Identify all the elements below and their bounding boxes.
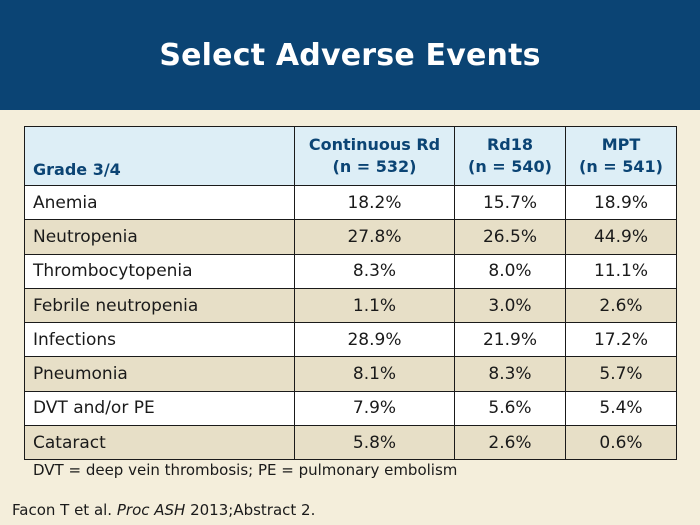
value-rd18: 8.3% [454, 356, 566, 392]
header-rd18-name: Rd18 [486, 135, 534, 154]
value-continuous-rd: 8.1% [294, 356, 455, 392]
citation: Facon T et al. Proc ASH 2013;Abstract 2. [12, 501, 315, 519]
table-row: Febrile neutropenia 1.1% 3.0% 2.6% [24, 287, 677, 324]
table-row: Cataract 5.8% 2.6% 0.6% [24, 425, 677, 461]
header-mpt: MPT (n = 541) [565, 126, 677, 186]
header-continuous-rd: Continuous Rd (n = 532) [294, 126, 455, 186]
value-rd18: 5.6% [454, 390, 566, 427]
value-mpt: 5.7% [565, 356, 677, 392]
value-rd18: 2.6% [454, 425, 566, 461]
header-mpt-name: MPT [601, 135, 641, 154]
header-continuous-rd-name: Continuous Rd [308, 135, 441, 154]
event-name: Infections [24, 322, 295, 358]
value-mpt: 18.9% [565, 184, 677, 221]
value-mpt: 44.9% [565, 219, 677, 255]
abbreviation-footnote: DVT = deep vein thrombosis; PE = pulmona… [33, 461, 458, 479]
value-mpt: 2.6% [565, 287, 677, 324]
value-mpt: 0.6% [565, 425, 677, 461]
table-row: Thrombocytopenia 8.3% 8.0% 11.1% [24, 253, 677, 289]
event-name: Thrombocytopenia [24, 253, 295, 289]
header-mpt-n: (n = 541) [579, 157, 663, 176]
value-continuous-rd: 28.9% [294, 322, 455, 358]
header-grade: Grade 3/4 [24, 126, 295, 186]
table-row: Pneumonia 8.1% 8.3% 5.7% [24, 356, 677, 392]
event-name: Cataract [24, 425, 295, 461]
value-mpt: 17.2% [565, 322, 677, 358]
value-continuous-rd: 5.8% [294, 425, 455, 461]
slide-title: Select Adverse Events [159, 38, 541, 73]
value-rd18: 15.7% [454, 184, 566, 221]
table-row: Anemia 18.2% 15.7% 18.9% [24, 184, 677, 221]
event-name: Anemia [24, 184, 295, 221]
value-rd18: 8.0% [454, 253, 566, 289]
value-continuous-rd: 7.9% [294, 390, 455, 427]
value-mpt: 5.4% [565, 390, 677, 427]
table-row: DVT and/or PE 7.9% 5.6% 5.4% [24, 390, 677, 427]
value-continuous-rd: 27.8% [294, 219, 455, 255]
header-rd18-n: (n = 540) [468, 157, 552, 176]
header-continuous-rd-n: (n = 532) [332, 157, 417, 176]
value-rd18: 21.9% [454, 322, 566, 358]
event-name: DVT and/or PE [24, 390, 295, 427]
citation-authors: Facon T et al. [12, 501, 117, 519]
title-bar: Select Adverse Events [0, 0, 700, 110]
table-row: Neutropenia 27.8% 26.5% 44.9% [24, 219, 677, 255]
value-continuous-rd: 8.3% [294, 253, 455, 289]
event-name: Pneumonia [24, 356, 295, 392]
header-grade-label: Grade 3/4 [33, 160, 121, 179]
event-name: Neutropenia [24, 219, 295, 255]
value-continuous-rd: 1.1% [294, 287, 455, 324]
table-header-row: Grade 3/4 Continuous Rd (n = 532) Rd18 (… [24, 126, 677, 186]
citation-journal: Proc ASH [116, 501, 186, 519]
value-continuous-rd: 18.2% [294, 184, 455, 221]
value-rd18: 26.5% [454, 219, 566, 255]
header-rd18: Rd18 (n = 540) [454, 126, 566, 186]
event-name: Febrile neutropenia [24, 287, 295, 324]
adverse-events-table: Grade 3/4 Continuous Rd (n = 532) Rd18 (… [24, 126, 677, 461]
table-row: Infections 28.9% 21.9% 17.2% [24, 322, 677, 358]
value-mpt: 11.1% [565, 253, 677, 289]
citation-details: 2013;Abstract 2. [185, 501, 316, 519]
value-rd18: 3.0% [454, 287, 566, 324]
